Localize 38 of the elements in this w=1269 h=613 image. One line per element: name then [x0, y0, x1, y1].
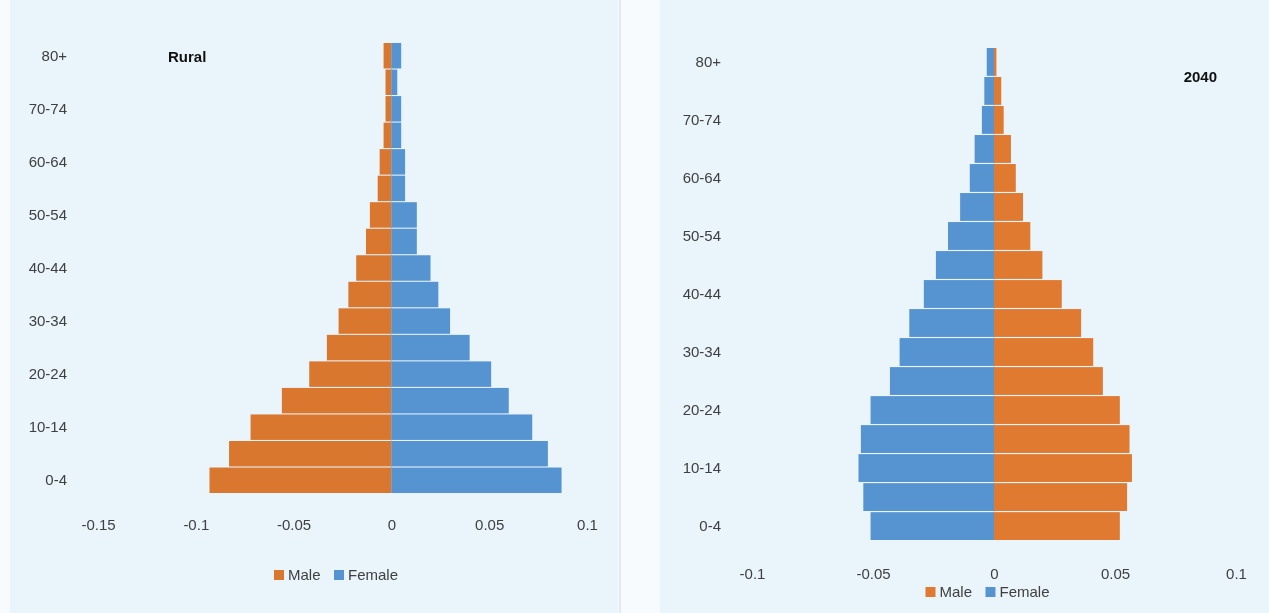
- y-tick-label: 80+: [41, 46, 68, 64]
- bar: [209, 467, 392, 493]
- y-tick-label: 40-44: [682, 284, 721, 302]
- text: 2040: [1183, 68, 1217, 85]
- bar: [391, 467, 562, 493]
- y-tick-label: 80+: [695, 52, 722, 70]
- y-tick-label: 20-24: [28, 364, 67, 382]
- x-tick-label: -0.1: [739, 564, 766, 582]
- chart-title: Rural: [168, 48, 207, 65]
- x-tick-label: 0.05: [1100, 564, 1131, 582]
- y-tick-label: 50-54: [682, 226, 721, 244]
- y-tick-label: 20-24: [682, 400, 721, 418]
- legend-label: Female: [348, 566, 399, 583]
- y-tick-label: 70-74: [28, 99, 67, 117]
- x-tick-label: 0.1: [1226, 564, 1247, 582]
- x-tick-label: -0.05: [856, 564, 891, 582]
- x-tick-label: 0: [387, 515, 397, 533]
- y-tick-label: 70-74: [682, 110, 721, 128]
- y-tick-label: 60-64: [682, 168, 721, 186]
- y-tick-label: 10-14: [682, 458, 721, 476]
- x-tick-label: 0.1: [577, 515, 598, 533]
- legend-label: Male: [288, 566, 321, 583]
- x-tick-label: -0.1: [183, 515, 210, 533]
- bar: [391, 43, 402, 69]
- y-tick-label: 30-34: [682, 342, 721, 360]
- y-tick-label: 40-44: [28, 258, 67, 276]
- y-tick-label: 30-34: [28, 311, 67, 329]
- y-tick-label: 0-4: [699, 516, 721, 534]
- x-tick-label: -0.05: [277, 515, 312, 533]
- legend-label: Female: [999, 583, 1050, 600]
- x-tick-label: -0.15: [81, 515, 116, 533]
- x-tick-label: 0: [990, 564, 999, 582]
- y-tick-label: 0-4: [45, 471, 67, 489]
- x-tick-label: 0.05: [475, 515, 505, 533]
- y-tick-label: 10-14: [28, 418, 67, 435]
- legend-label: Male: [939, 583, 973, 600]
- y-tick-label: 60-64: [28, 152, 67, 170]
- y-tick-label: 50-54: [28, 205, 67, 223]
